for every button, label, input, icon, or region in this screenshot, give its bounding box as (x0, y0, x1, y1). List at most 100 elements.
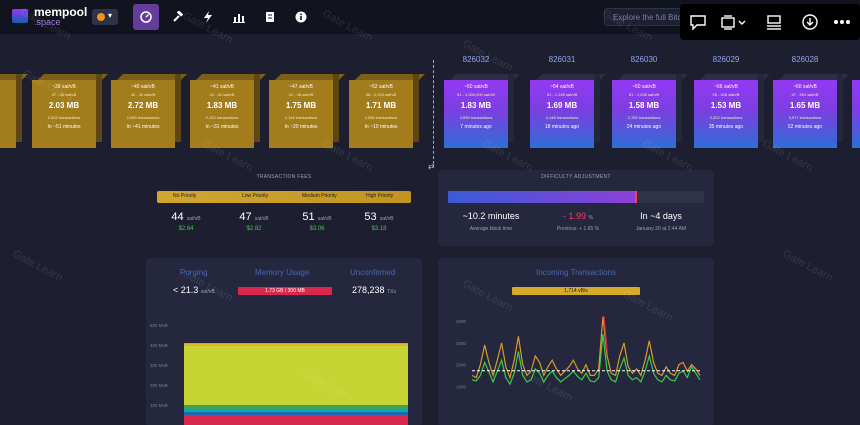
difficulty-eta-value: In ~4 days (640, 211, 682, 221)
block-range: 40 - 40 sat/vB (130, 92, 156, 97)
unconfirmed-label: Unconfirmed (350, 268, 396, 277)
mining-hammer-icon[interactable] (165, 4, 191, 30)
block-range: 41 - 48 sat/vB (288, 92, 314, 97)
series-line (471, 316, 701, 380)
comment-icon[interactable] (686, 10, 710, 34)
pending-block[interactable]: ~41 sat/vB 41 - 41 sat/vB 1.83 MB 2,152 tra… (190, 74, 266, 148)
download-icon[interactable] (798, 10, 822, 34)
block-tx: 2,063 transactions (126, 115, 160, 120)
mined-block[interactable]: ~60 sat/vB 51 - 1,028 sat/vB 1.58 MB 2,782 … (612, 74, 688, 148)
view-icon[interactable] (762, 10, 786, 34)
unconfirmed-number: 278,238 (352, 285, 385, 295)
y-tick-label: 2000 (456, 363, 467, 368)
block-range: 51 - 1,245 sat/vB (546, 92, 578, 97)
about-icon[interactable] (288, 4, 314, 30)
block-fee: ~47 sat/vB (289, 84, 313, 90)
series-line (471, 334, 701, 386)
difficulty-eta-date: January 20 at 2:44 AM (635, 226, 687, 232)
block-height[interactable]: 826030 (630, 55, 658, 64)
unconfirmed-unit: TXs (387, 289, 396, 295)
purging-unit: sat/vB (200, 289, 215, 295)
block-size: 1.71 MB (365, 101, 397, 110)
mined-block[interactable]: ~60 sat/vB 47 - 961 sat/vB 1.65 MB 3,977 tr… (773, 74, 849, 148)
block-height[interactable]: 826029 (712, 55, 740, 64)
y-tick-label: 500 MvB (150, 323, 168, 328)
difficulty-eta: In ~4 days January 20 at 2:44 AM (616, 211, 706, 232)
mined-block[interactable]: ~66 sat/vB 55 - 418 sat/vB 1.53 MB 3,322 tr… (694, 74, 770, 148)
docs-icon[interactable] (257, 4, 283, 30)
block-range: 48 - 1,015 sat/vB (365, 92, 397, 97)
block-fee: ~52 sat/vB (369, 84, 393, 90)
bitcoin-icon (97, 13, 105, 21)
pending-block[interactable] (0, 74, 28, 148)
medium-priority-label: Medium Priority (302, 193, 337, 199)
block-fee: ~39 sat/vB (52, 84, 76, 90)
area-band (184, 345, 408, 406)
fee-usd: $3.18 (371, 226, 387, 232)
y-tick-label: 1000 (456, 384, 467, 389)
y-tick-label: 3000 (456, 341, 467, 346)
blockchain-divider (433, 60, 434, 164)
block-height[interactable]: 826028 (791, 55, 819, 64)
block-size: 1.65 MB (789, 101, 821, 110)
pending-block[interactable]: ~39 sat/vB 37 - 40 sat/vB 2.03 MB 2,003 tra… (32, 74, 108, 148)
lightning-icon[interactable] (195, 4, 221, 30)
mined-block[interactable]: ~54 sat/vB 51 - 1,245 sat/vB 1.69 MB 4,148 … (530, 74, 606, 148)
y-tick-label: 400 MvB (150, 343, 168, 348)
block-size: 1.83 MB (206, 101, 238, 110)
medium-priority-fee: 51 sat/vB $3.06 (287, 211, 347, 232)
previous-change-label: Previous: + 1.65 % (556, 226, 600, 232)
pending-block[interactable]: ~52 sat/vB 48 - 1,015 sat/vB 1.71 MB 2,059 … (349, 74, 425, 148)
mempool-area-chart: 500 MvB 400 MvB 300 MvB 200 MvB 100 MvB (150, 323, 408, 425)
mined-block-partial[interactable] (852, 80, 860, 148)
block-range: 51 - 1,028 sat/vB (628, 92, 660, 97)
graphs-icon[interactable] (226, 4, 252, 30)
chevron-down-icon: ▾ (108, 11, 113, 20)
watermark-text: Gate Learn (780, 247, 835, 285)
high-priority-fee: 53 sat/vB $3.18 (349, 211, 409, 232)
search-input[interactable]: Explore the full Bitc (604, 8, 684, 26)
difficulty-title: DIFFICULTY ADJUSTMENT (541, 174, 611, 180)
mempool-logo[interactable]: mempool .space (12, 6, 92, 28)
fee-unit: sat/vB (254, 216, 269, 222)
screen-capture-icon[interactable] (718, 10, 752, 34)
block-size: 1.75 MB (285, 101, 317, 110)
block-height[interactable]: 826031 (548, 55, 576, 64)
incoming-rate-bar: 1,714 vB/s (512, 287, 640, 295)
block-fee: ~54 sat/vB (550, 84, 574, 90)
fee-priority-bar: No Priority Low Priority Medium Priority… (157, 191, 411, 203)
fee-usd: $2.82 (246, 226, 262, 232)
series-line (603, 316, 608, 352)
block-range: 37 - 40 sat/vB (51, 92, 77, 97)
block-size: 2.72 MB (127, 101, 159, 110)
y-tick-label: 300 MvB (150, 363, 168, 368)
block-size: 1.58 MB (628, 101, 660, 110)
block-tx: 4,590 transactions (459, 115, 493, 120)
overlay-toolbar (680, 4, 860, 40)
block-tx: 2,782 transactions (627, 115, 661, 120)
block-time: In ~10 minutes (364, 124, 398, 130)
block-tx: 2,003 transactions (47, 115, 81, 120)
area-band (184, 409, 408, 413)
block-time: 35 minutes ago (708, 124, 744, 130)
avg-block-time: ~10.2 minutes Average block time (446, 211, 536, 232)
block-tx: 4,148 transactions (545, 115, 579, 120)
block-tx: 2,152 transactions (205, 115, 239, 120)
purging-label: Purging (180, 268, 208, 277)
fee-value: 51 (302, 211, 315, 223)
swap-arrows-icon[interactable]: ⇄ (428, 162, 435, 171)
network-selector-button[interactable]: ▾ (92, 9, 118, 25)
pending-block[interactable]: ~47 sat/vB 41 - 48 sat/vB 1.75 MB 2,148 tra… (269, 74, 345, 148)
more-icon[interactable] (830, 10, 854, 34)
dashboard-icon[interactable] (133, 4, 159, 30)
block-fee: ~60 sat/vB (632, 84, 656, 90)
memory-usage-bar: 1.73 GB / 300 MB (238, 287, 332, 295)
pending-block[interactable]: ~40 sat/vB 40 - 40 sat/vB 2.72 MB 2,063 tra… (111, 74, 187, 148)
y-tick-label: 100 MvB (150, 403, 168, 408)
incoming-title: Incoming Transactions (535, 268, 617, 277)
no-priority-fee: 44 sat/vB $2.64 (156, 211, 216, 232)
block-height[interactable]: 826032 (462, 55, 490, 64)
unconfirmed-value: 278,238 TXs (352, 285, 396, 295)
mined-block[interactable]: ~60 sat/vB 51 - 1,000,000 sat/vB 1.83 MB 4,… (444, 74, 520, 148)
incoming-transactions-card: Incoming Transactions (438, 258, 714, 425)
